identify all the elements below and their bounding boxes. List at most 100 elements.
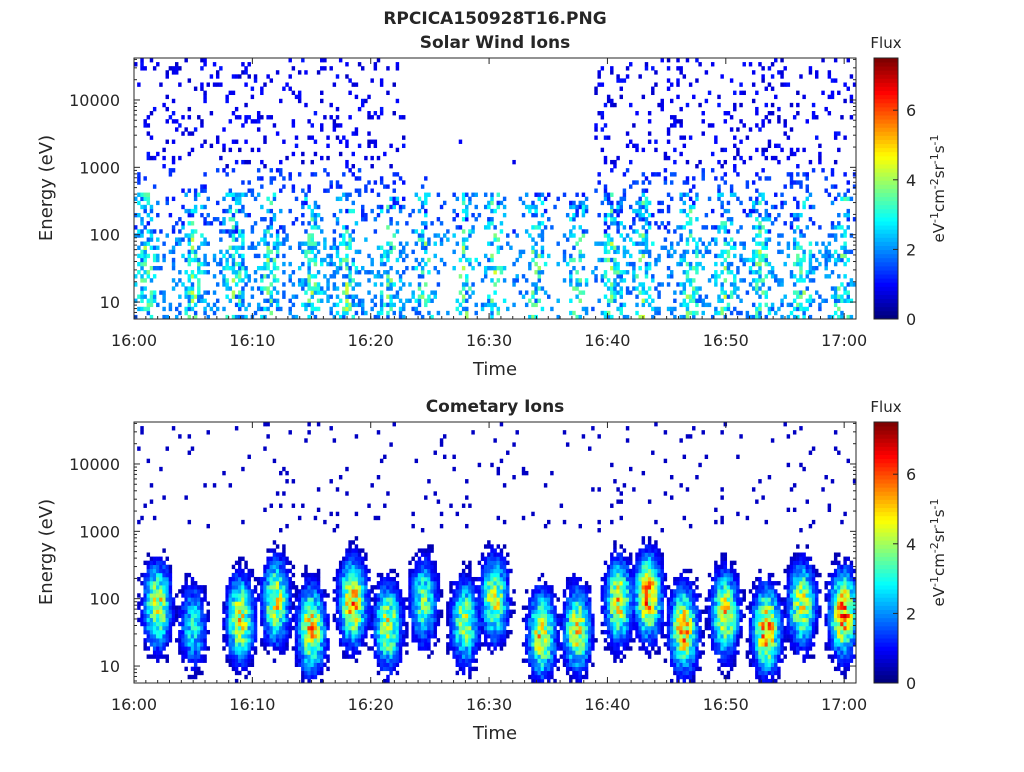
heatmap-cell	[393, 282, 396, 286]
heatmap-cell	[153, 299, 156, 303]
heatmap-cell	[755, 91, 758, 95]
heatmap-cell	[604, 274, 607, 278]
heatmap-cell	[424, 601, 427, 605]
heatmap-cell	[235, 585, 238, 589]
heatmap-cell	[137, 82, 140, 86]
heatmap-cell	[339, 614, 342, 618]
heatmap-cell	[147, 274, 150, 278]
heatmap-cell	[222, 144, 225, 148]
heatmap-cell	[475, 258, 478, 262]
heatmap-cell	[490, 217, 493, 221]
heatmap-cell	[147, 561, 150, 565]
heatmap-cell	[188, 78, 191, 82]
heatmap-cell	[200, 184, 203, 188]
heatmap-cell	[153, 557, 156, 561]
heatmap-cell	[616, 307, 619, 311]
heatmap-cell	[408, 581, 411, 585]
heatmap-cell	[333, 262, 336, 266]
heatmap-cell	[301, 634, 304, 638]
heatmap-cell	[364, 553, 367, 557]
heatmap-cell	[150, 626, 153, 630]
heatmap-cell	[270, 250, 273, 254]
heatmap-cell	[355, 606, 358, 610]
heatmap-cell	[238, 303, 241, 307]
heatmap-cell	[758, 295, 761, 299]
heatmap-cell	[399, 626, 402, 630]
heatmap-cell	[664, 176, 667, 180]
heatmap-cell	[188, 107, 191, 111]
heatmap-cell	[282, 270, 285, 274]
heatmap-cell	[834, 290, 837, 294]
heatmap-cell	[241, 467, 244, 471]
heatmap-cell	[367, 144, 370, 148]
heatmap-cell	[203, 254, 206, 258]
x-tick-label: 16:20	[348, 331, 394, 350]
heatmap-cell	[295, 295, 298, 299]
heatmap-cell	[799, 180, 802, 184]
heatmap-cell	[326, 622, 329, 626]
heatmap-cell	[531, 250, 534, 254]
heatmap-cell	[345, 225, 348, 229]
heatmap-cell	[452, 217, 455, 221]
heatmap-cell	[282, 581, 285, 585]
heatmap-cell	[383, 642, 386, 646]
heatmap-cell	[566, 237, 569, 241]
heatmap-cell	[175, 606, 178, 610]
heatmap-cell	[169, 589, 172, 593]
heatmap-cell	[181, 589, 184, 593]
heatmap-cell	[194, 663, 197, 667]
heatmap-cell	[812, 205, 815, 209]
heatmap-cell	[645, 299, 648, 303]
heatmap-cell	[484, 270, 487, 274]
heatmap-cell	[266, 209, 269, 213]
heatmap-cell	[311, 213, 314, 217]
heatmap-cell	[235, 667, 238, 671]
heatmap-cell	[370, 307, 373, 311]
heatmap-cell	[184, 127, 187, 131]
heatmap-cell	[219, 250, 222, 254]
heatmap-cell	[717, 254, 720, 258]
heatmap-cell	[345, 589, 348, 593]
heatmap-cell	[635, 311, 638, 315]
heatmap-cell	[361, 565, 364, 569]
heatmap-cell	[147, 123, 150, 127]
heatmap-cell	[758, 258, 761, 262]
heatmap-cell	[582, 229, 585, 233]
heatmap-cell	[159, 82, 162, 86]
heatmap-cell	[670, 82, 673, 86]
heatmap-cell	[610, 205, 613, 209]
heatmap-cell	[304, 282, 307, 286]
heatmap-cell	[288, 589, 291, 593]
heatmap-cell	[162, 585, 165, 589]
heatmap-cell	[137, 246, 140, 250]
heatmap-cell	[317, 671, 320, 675]
heatmap-cell	[377, 270, 380, 274]
heatmap-cell	[843, 99, 846, 103]
heatmap-cell	[263, 638, 266, 642]
heatmap-cell	[270, 589, 273, 593]
heatmap-cell	[765, 290, 768, 294]
heatmap-cell	[402, 634, 405, 638]
heatmap-cell	[238, 266, 241, 270]
heatmap-cell	[241, 593, 244, 597]
heatmap-cell	[408, 593, 411, 597]
heatmap-cell	[342, 601, 345, 605]
heatmap-cell	[248, 642, 251, 646]
heatmap-cell	[796, 213, 799, 217]
heatmap-cell	[326, 262, 329, 266]
heatmap-cell	[307, 250, 310, 254]
heatmap-cell	[493, 290, 496, 294]
heatmap-cell	[194, 622, 197, 626]
heatmap-cell	[796, 258, 799, 262]
heatmap-cell	[607, 193, 610, 197]
heatmap-cell	[421, 642, 424, 646]
heatmap-cell	[323, 593, 326, 597]
heatmap-cell	[408, 601, 411, 605]
heatmap-cell	[257, 593, 260, 597]
heatmap-cell	[333, 270, 336, 274]
heatmap-cell	[216, 135, 219, 139]
heatmap-cell	[361, 548, 364, 552]
heatmap-cell	[424, 626, 427, 630]
heatmap-cell	[374, 601, 377, 605]
heatmap-cell	[235, 589, 238, 593]
